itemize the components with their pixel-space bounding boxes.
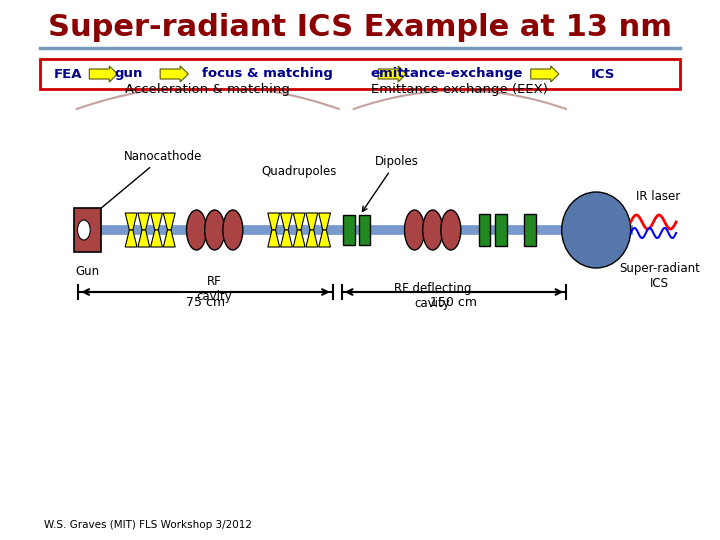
Polygon shape <box>138 213 150 230</box>
Text: IR laser: IR laser <box>636 190 680 203</box>
Polygon shape <box>293 213 305 230</box>
Text: RF
cavity: RF cavity <box>197 275 233 303</box>
Polygon shape <box>306 230 318 247</box>
FancyArrow shape <box>531 66 559 82</box>
Polygon shape <box>150 230 163 247</box>
Polygon shape <box>281 213 292 230</box>
Polygon shape <box>281 230 292 247</box>
Polygon shape <box>293 230 305 247</box>
Text: Quadrupoles: Quadrupoles <box>261 165 337 178</box>
Text: Dipoles: Dipoles <box>362 155 418 212</box>
Text: 75 cm: 75 cm <box>186 296 225 309</box>
Polygon shape <box>138 230 150 247</box>
Ellipse shape <box>223 210 243 250</box>
FancyArrow shape <box>160 66 189 82</box>
Text: gun: gun <box>114 68 143 80</box>
Polygon shape <box>319 230 330 247</box>
Text: focus & matching: focus & matching <box>202 68 333 80</box>
Ellipse shape <box>423 210 443 250</box>
Text: Super-radiant
ICS: Super-radiant ICS <box>619 262 700 290</box>
FancyBboxPatch shape <box>524 214 536 246</box>
FancyBboxPatch shape <box>479 214 490 246</box>
Text: Acceleration & matching: Acceleration & matching <box>125 83 290 96</box>
FancyArrow shape <box>89 66 117 82</box>
Circle shape <box>562 192 631 268</box>
Polygon shape <box>163 230 175 247</box>
Polygon shape <box>125 213 137 230</box>
Text: RF deflecting
cavity: RF deflecting cavity <box>394 282 472 310</box>
Ellipse shape <box>186 210 207 250</box>
Ellipse shape <box>405 210 425 250</box>
Polygon shape <box>125 230 137 247</box>
Polygon shape <box>268 213 279 230</box>
Polygon shape <box>163 213 175 230</box>
FancyBboxPatch shape <box>359 215 371 245</box>
Text: Emittance exchange (EEX): Emittance exchange (EEX) <box>372 83 549 96</box>
Polygon shape <box>319 213 330 230</box>
FancyBboxPatch shape <box>74 208 101 252</box>
Ellipse shape <box>204 210 225 250</box>
FancyBboxPatch shape <box>343 215 355 245</box>
Text: FEA: FEA <box>53 68 82 80</box>
Ellipse shape <box>78 220 90 240</box>
Ellipse shape <box>441 210 461 250</box>
Text: Gun: Gun <box>76 265 99 278</box>
Polygon shape <box>268 230 279 247</box>
Text: Nanocathode: Nanocathode <box>93 150 202 215</box>
Polygon shape <box>306 213 318 230</box>
Text: W.S. Graves (MIT) FLS Workshop 3/2012: W.S. Graves (MIT) FLS Workshop 3/2012 <box>44 520 252 530</box>
Text: ICS: ICS <box>591 68 616 80</box>
Text: emittance-exchange: emittance-exchange <box>370 68 523 80</box>
FancyBboxPatch shape <box>495 214 507 246</box>
FancyBboxPatch shape <box>40 59 680 89</box>
FancyArrow shape <box>378 66 406 82</box>
Text: Super-radiant ICS Example at 13 nm: Super-radiant ICS Example at 13 nm <box>48 12 672 42</box>
Polygon shape <box>150 213 163 230</box>
Text: 150 cm: 150 cm <box>430 296 477 309</box>
